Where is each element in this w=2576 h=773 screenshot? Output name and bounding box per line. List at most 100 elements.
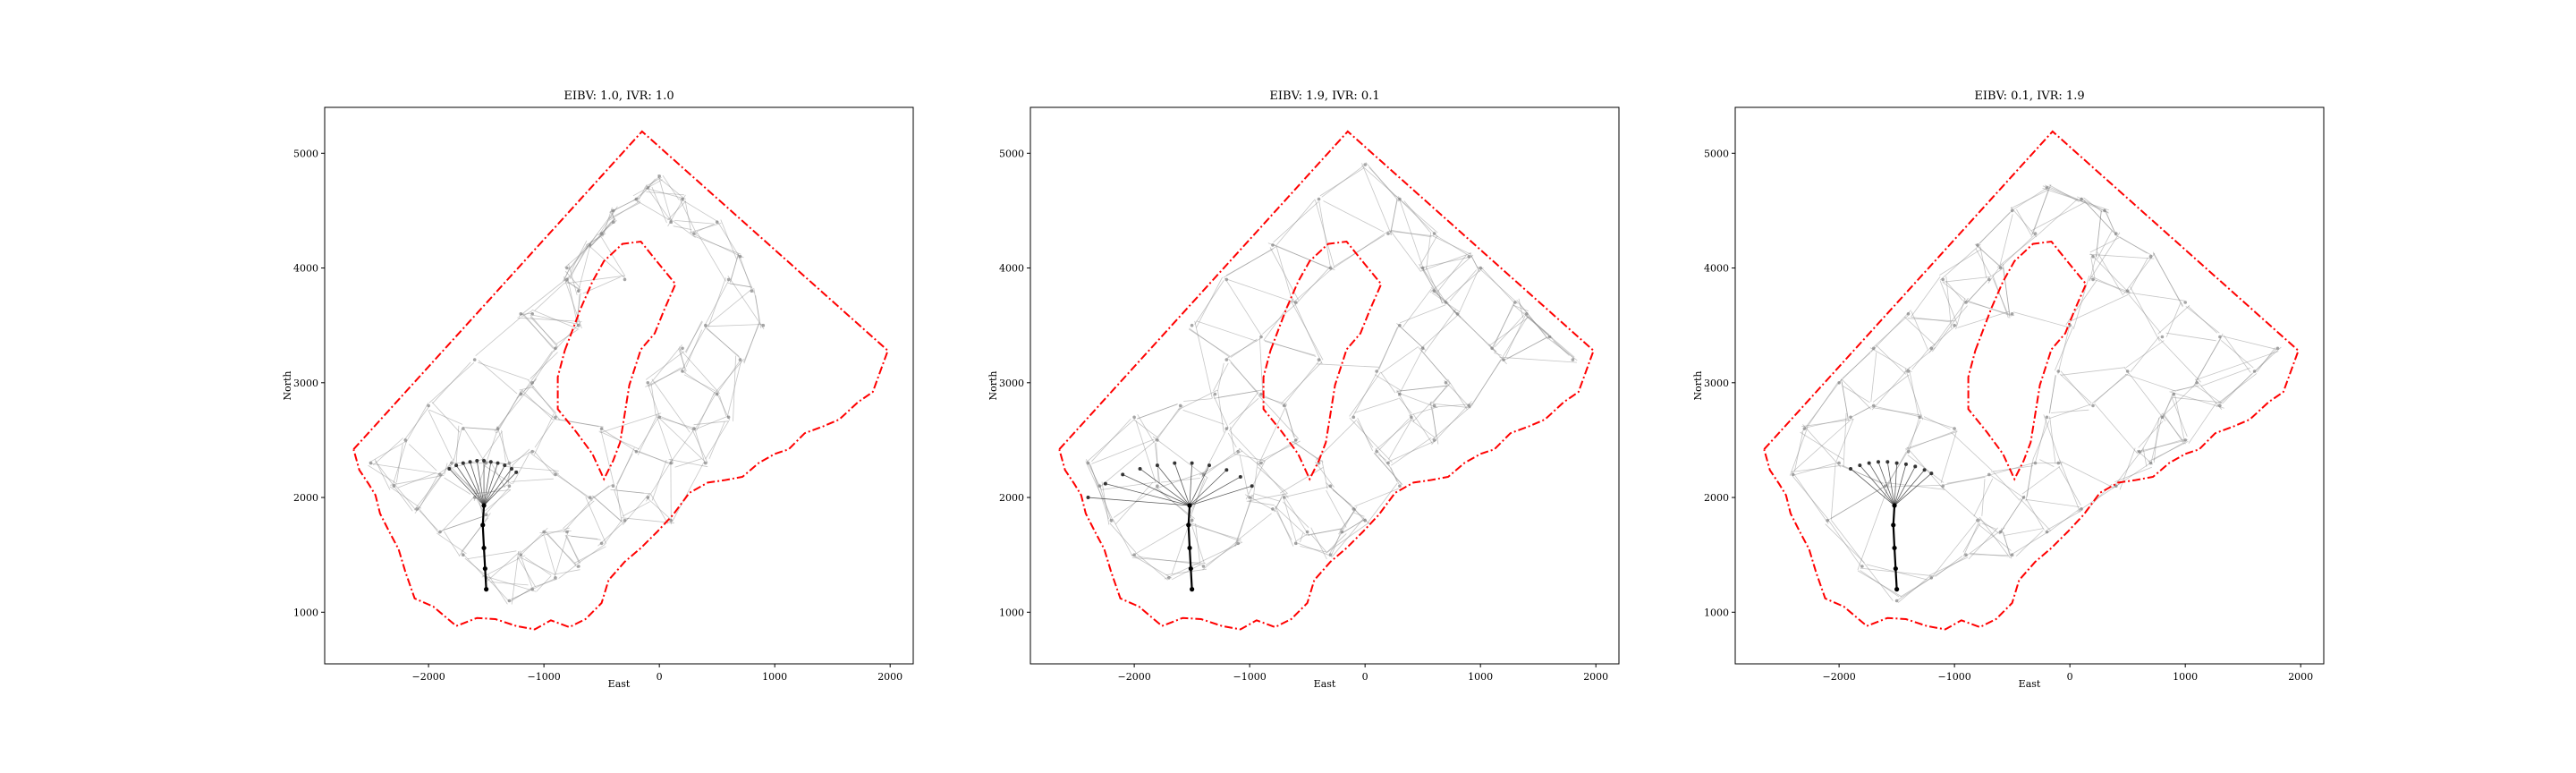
path-segment: [1377, 326, 1400, 371]
path-point: [484, 513, 488, 517]
path-segment: [1802, 424, 1842, 468]
candidate-point: [1929, 471, 1934, 476]
path-segment: [374, 459, 391, 490]
path-segment: [1421, 266, 1447, 304]
path-segment: [1099, 438, 1157, 488]
path-segment: [512, 590, 530, 600]
path-segment: [1154, 487, 1195, 520]
path-point: [1259, 461, 1263, 465]
path-segment: [1388, 230, 1435, 237]
candidate-point: [447, 466, 452, 471]
path-segment: [522, 313, 554, 349]
path-segment: [544, 536, 556, 574]
path-point: [1178, 403, 1182, 408]
candidate-point: [1173, 461, 1177, 465]
path-segment: [2188, 402, 2217, 444]
path-point: [2183, 301, 2187, 304]
path-segment: [2004, 528, 2044, 536]
path-point: [1502, 358, 1505, 361]
path-segment: [2090, 276, 2130, 294]
candidate-point: [1155, 463, 1159, 468]
path-segment: [634, 199, 674, 223]
path-segment: [1171, 523, 1190, 574]
path-segment: [1968, 527, 1998, 560]
candidate-point: [1224, 468, 1229, 472]
path-segment: [574, 543, 606, 566]
y-tick-label: 5000: [1704, 148, 1729, 159]
path-segment: [2139, 438, 2185, 454]
path-segment: [563, 500, 595, 529]
path-point: [1293, 301, 1298, 304]
path-segment: [2128, 294, 2162, 334]
path-segment: [2097, 230, 2113, 260]
path-segment: [706, 289, 751, 327]
path-point: [2091, 254, 2095, 259]
path-segment: [1332, 489, 1352, 505]
candidate-branch: [1868, 463, 1895, 506]
path-segment: [1217, 390, 1224, 433]
path-point: [530, 449, 534, 454]
path-segment: [1098, 483, 1113, 523]
path-segment: [392, 441, 407, 485]
path-point: [1386, 232, 1390, 235]
executed-point: [482, 565, 487, 572]
path-segment: [1245, 461, 1266, 500]
path-point: [2137, 449, 2141, 454]
path-segment: [1489, 316, 1530, 346]
path-segment: [1973, 478, 1994, 517]
path-segment: [1156, 404, 1182, 441]
path-segment: [2025, 498, 2080, 507]
path-segment: [1492, 303, 1515, 347]
path-segment: [2130, 336, 2160, 373]
y-tick-label: 2000: [1704, 492, 1729, 504]
path-segment: [1897, 577, 1931, 601]
path-segment: [478, 360, 518, 395]
path-point: [1479, 266, 1482, 270]
path-segment: [534, 282, 565, 311]
path-segment: [524, 556, 552, 576]
path-segment: [2055, 326, 2074, 371]
path-point: [472, 496, 477, 499]
path-point: [1964, 553, 1968, 556]
path-segment: [2096, 210, 2102, 257]
path-point: [1976, 518, 1979, 522]
path-segment: [444, 477, 471, 495]
path-segment: [1825, 523, 1865, 564]
candidate-branch: [1157, 464, 1191, 506]
path-segment: [1258, 438, 1299, 465]
path-segment: [475, 317, 521, 357]
path-segment: [2032, 186, 2050, 235]
path-segment: [553, 418, 604, 428]
path-segment: [1976, 244, 2003, 269]
path-point: [1271, 507, 1275, 511]
path-point: [438, 472, 442, 477]
path-segment: [692, 235, 741, 255]
path-segment: [1470, 359, 1502, 406]
path-segment: [2223, 335, 2251, 373]
path-segment: [1979, 246, 1987, 279]
x-tick-label: 1000: [1468, 671, 1493, 683]
path-segment: [533, 413, 555, 455]
path-segment: [1356, 420, 1374, 448]
path-segment: [1155, 486, 1194, 521]
path-segment: [637, 413, 658, 455]
path-segment: [486, 550, 521, 582]
path-segment: [1827, 519, 1862, 568]
path-segment: [397, 472, 436, 488]
path-segment: [1285, 486, 1329, 497]
path-point: [369, 461, 373, 465]
plot-layer: [1763, 130, 2300, 631]
path-point: [1906, 449, 1911, 454]
path-segment: [1436, 234, 1468, 255]
path-segment: [2125, 340, 2165, 369]
path-point: [1132, 553, 1136, 556]
candidate-point: [475, 459, 479, 463]
path-point: [1420, 346, 1425, 351]
path-segment: [2174, 395, 2185, 439]
path-point: [657, 415, 661, 420]
executed-point: [484, 587, 489, 592]
path-point: [1190, 323, 1194, 327]
path-segment: [1963, 300, 2015, 317]
path-segment: [1205, 544, 1237, 566]
path-segment: [730, 283, 750, 287]
